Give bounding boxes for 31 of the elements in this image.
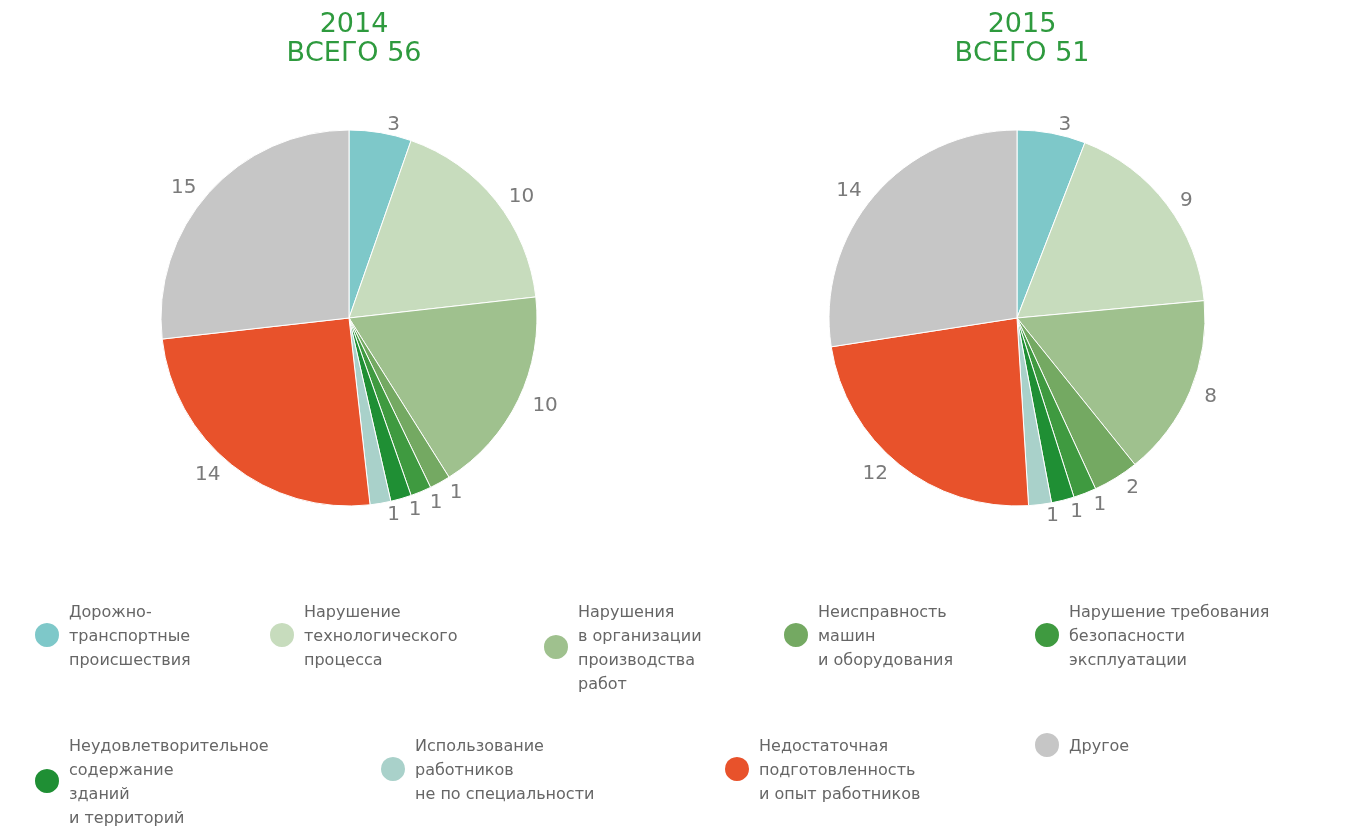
data-label: 1: [449, 479, 463, 504]
data-label: 1: [1093, 490, 1107, 515]
data-label: 15: [170, 174, 197, 199]
data-label: 14: [836, 177, 862, 202]
legend-label: Недостаточная подготовленность и опыт работников: [759, 735, 921, 803]
chart-subtitle: ВСЕГО 56: [286, 36, 422, 67]
data-label: 8: [1204, 383, 1218, 408]
data-label: 1: [429, 488, 443, 513]
data-label: 1: [408, 496, 422, 521]
legend-label: Нарушения в организации производства работ: [578, 601, 702, 693]
data-label: 14: [195, 460, 221, 485]
data-label: 3: [1058, 111, 1072, 136]
legend-label: Использование работников не по специальности: [415, 735, 595, 803]
legend-label: Неудовлетворительное содержание зданий и территорий: [69, 735, 269, 827]
legend-label: Нарушение требования безопасности эксплуатации: [1069, 601, 1270, 669]
chart-title: 2014: [319, 7, 389, 38]
legend-label: Нарушение технологического процесса: [304, 601, 458, 669]
data-label: 12: [862, 460, 888, 485]
data-label: 9: [1180, 186, 1193, 211]
legend-label: Дорожно- транспортные происшествия: [69, 601, 191, 669]
data-label: 3: [387, 110, 400, 135]
data-label: 1: [1046, 502, 1060, 527]
data-label: 10: [532, 391, 558, 416]
legend-label: Неисправность машин и оборудования: [818, 601, 954, 669]
legend-label: Другое: [1069, 735, 1130, 755]
chart-subtitle: ВСЕГО 51: [954, 36, 1090, 67]
data-label: 10: [508, 182, 535, 207]
data-label: 1: [1070, 498, 1084, 523]
data-label: 1: [387, 501, 400, 526]
chart-title: 2015: [987, 7, 1057, 38]
data-label: 2: [1126, 474, 1139, 499]
